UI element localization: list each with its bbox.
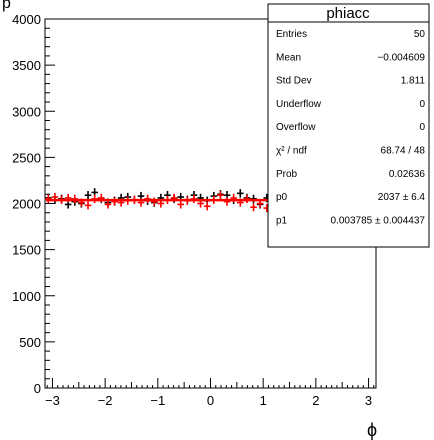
data-point [104, 200, 112, 209]
stats-box-frame [267, 3, 430, 248]
data-point [150, 197, 158, 206]
data-point [223, 197, 231, 206]
y-tick-label: 1500 [12, 243, 41, 258]
data-point [84, 190, 92, 200]
stats-value: 50 [414, 29, 426, 40]
x-tick-label: 0 [207, 393, 214, 408]
stats-value: 0.003785 ± 0.004437 [331, 215, 426, 226]
stats-label: Prob [276, 169, 298, 180]
y-tick-label: 2000 [12, 197, 41, 212]
y-tick-label: 1000 [12, 289, 41, 304]
data-point [250, 203, 257, 212]
y-tick-label: 2500 [12, 150, 41, 165]
y-tick-label: 500 [19, 335, 41, 350]
stats-label: p0 [276, 192, 288, 203]
x-tick-label: −2 [98, 393, 113, 408]
stats-title: phiacc [326, 5, 370, 22]
stats-value: 2037 ± 6.4 [378, 192, 426, 203]
stats-label: Mean [276, 52, 301, 63]
x-axis-label: ϕ [367, 420, 377, 440]
stats-value: 1.811 [401, 76, 426, 87]
y-tick-label: 4000 [12, 12, 41, 27]
stats-value: −0.004609 [377, 52, 425, 63]
x-tick-label: −1 [150, 393, 165, 408]
data-point [177, 200, 185, 209]
x-axis: −3 −2 −1 0 1 2 3 [45, 378, 375, 408]
x-tick-label: −3 [45, 393, 60, 408]
stats-value: 0 [419, 99, 425, 110]
y-tick-label: 3000 [12, 104, 41, 119]
x-tick-label: 3 [365, 393, 372, 408]
stats-label: Underflow [276, 99, 322, 110]
stats-value: 68.74 / 48 [381, 146, 426, 157]
y-tick-label: 0 [34, 381, 41, 396]
data-point [111, 197, 118, 206]
y-axis: 0 500 1000 1500 2000 2500 3000 3500 4000 [12, 12, 55, 396]
data-point [84, 201, 92, 210]
stats-rows: Entries 50 Mean −0.004609 Std Dev 1.811 Underf… [276, 29, 425, 226]
stats-label: Overflow [276, 122, 316, 133]
stats-value: 0.02636 [389, 169, 426, 180]
x-tick-label: 1 [260, 393, 267, 408]
data-point [217, 190, 224, 200]
stats-value: 0 [419, 122, 425, 133]
stats-label: χ² / ndf [276, 146, 307, 157]
stats-label: Entries [276, 29, 307, 40]
stats-box: phiacc Entries 50 Mean −0.004609 Std Dev 1.81… [267, 3, 430, 248]
stats-label: Std Dev [276, 76, 312, 87]
data-point [236, 189, 244, 198]
data-point [203, 202, 211, 211]
chart-title: p [2, 0, 11, 12]
x-tick-label: 2 [312, 393, 319, 408]
stats-label: p1 [276, 215, 288, 226]
y-tick-label: 3500 [12, 58, 41, 73]
